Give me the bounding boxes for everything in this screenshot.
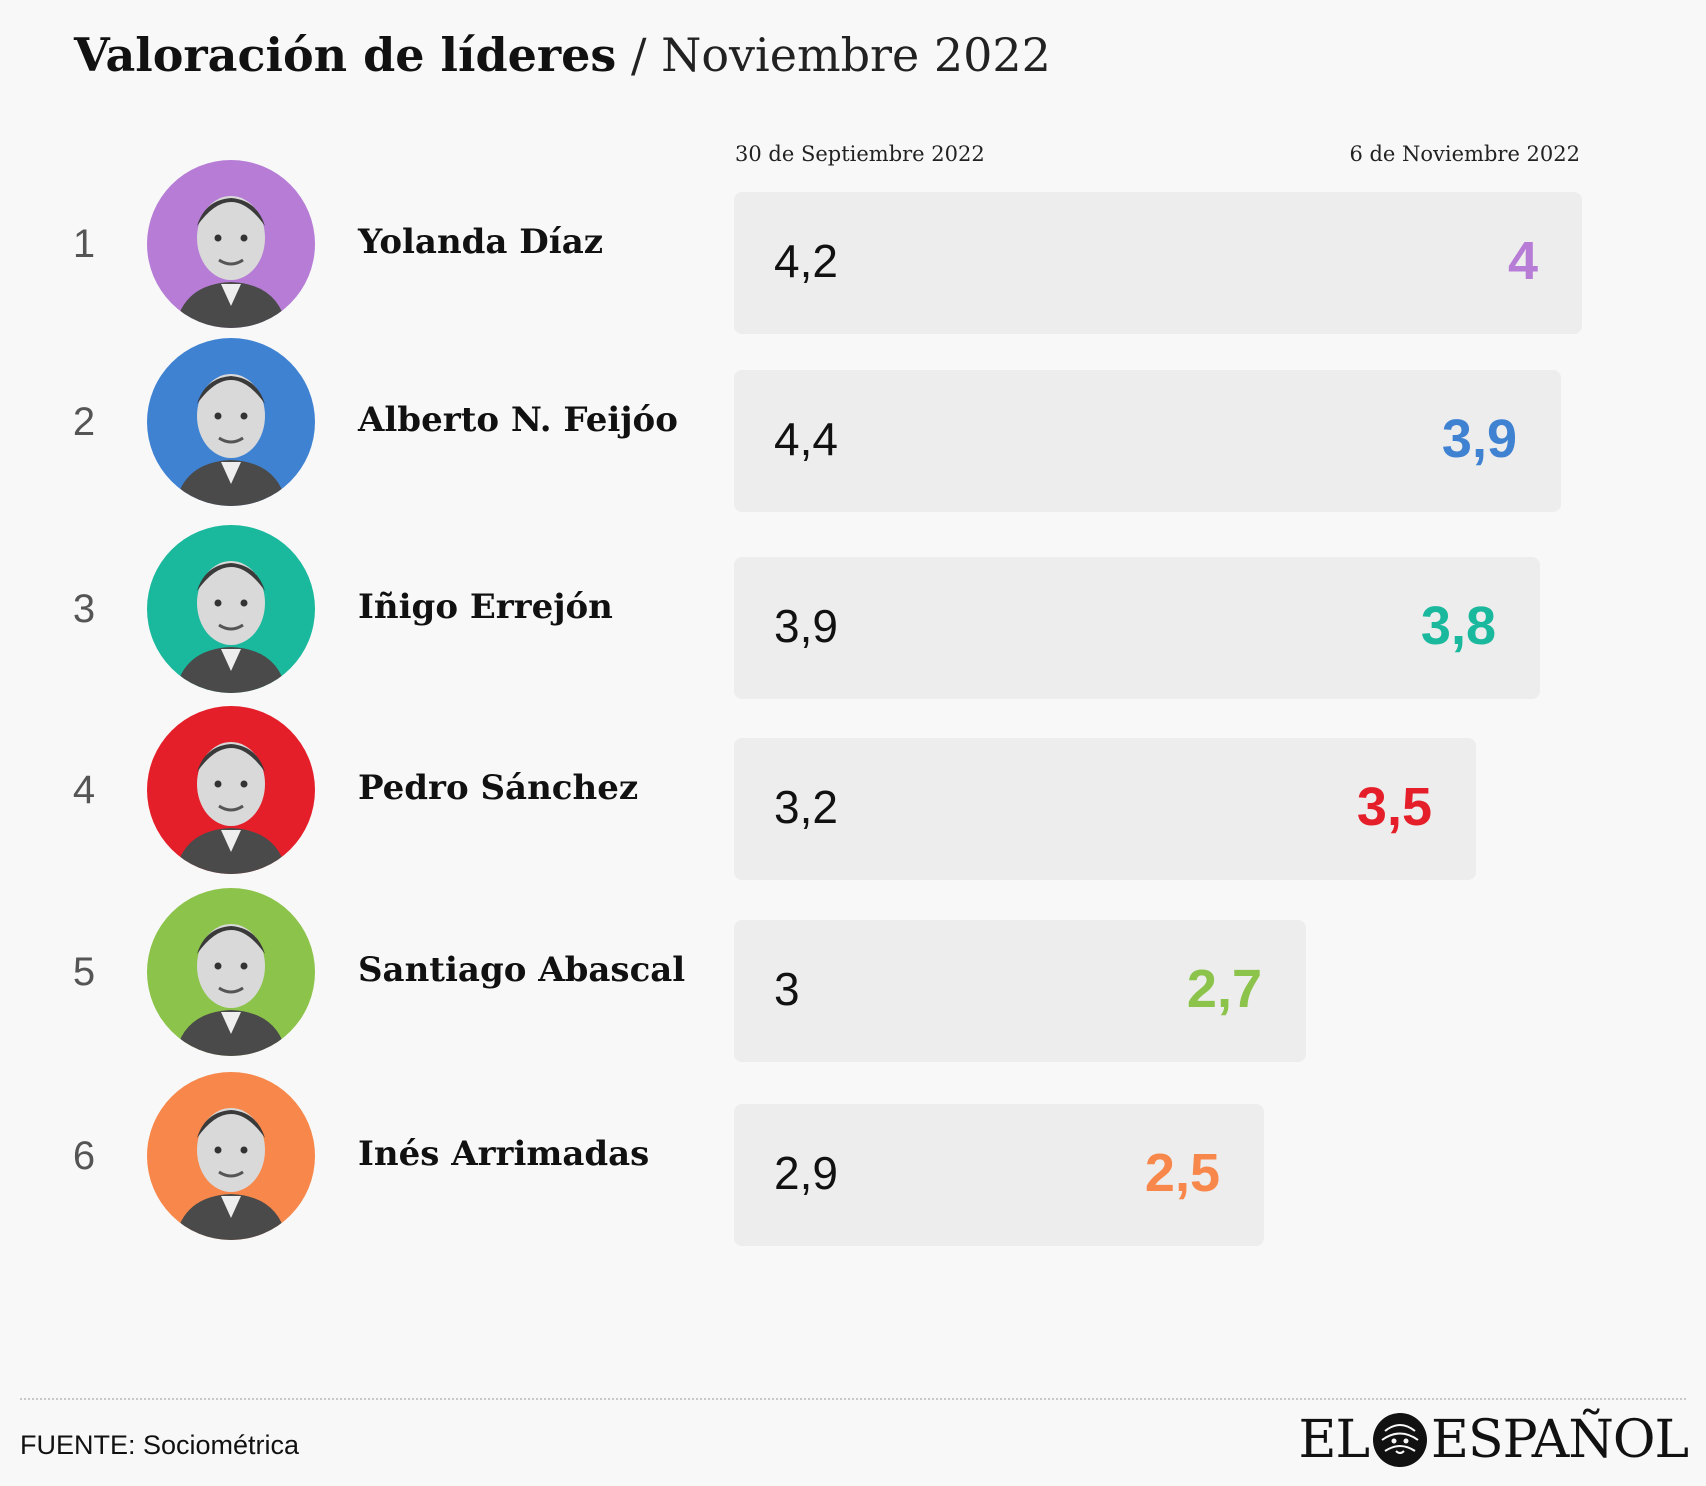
title-subtitle: Noviembre 2022 <box>661 28 1051 82</box>
rank-number: 5 <box>72 950 96 994</box>
rating-bar: 3,2 3,5 <box>734 738 1476 880</box>
november-value: 4 <box>1507 231 1538 291</box>
leader-row: 1 Yolanda Díaz 4,2 4 <box>0 160 1706 334</box>
leader-name: Iñigo Errejón <box>358 587 613 627</box>
source-note: FUENTE: Sociométrica <box>20 1430 300 1460</box>
november-value: 3,5 <box>1356 777 1432 837</box>
pedro-sanchez-portrait <box>147 706 315 874</box>
leader-name: Inés Arrimadas <box>358 1134 650 1174</box>
november-value: 3,9 <box>1441 409 1517 469</box>
el-espanol-logo: EL ESPAÑOL <box>1298 1408 1689 1472</box>
lion-head-icon <box>1371 1411 1429 1469</box>
rank-number: 3 <box>72 587 96 631</box>
rank-number: 2 <box>72 400 96 444</box>
santiago-abascal-portrait <box>147 888 315 1056</box>
leader-row: 5 Santiago Abascal 3 2,7 <box>0 888 1706 1062</box>
september-value: 3,2 <box>774 781 838 833</box>
leader-row: 6 Inés Arrimadas 2,9 2,5 <box>0 1072 1706 1246</box>
title-separator: / <box>630 28 647 82</box>
rating-bar: 4,4 3,9 <box>734 370 1561 512</box>
footer-divider <box>20 1398 1686 1400</box>
rank-number: 6 <box>72 1134 96 1178</box>
column-header-september: 30 de Septiembre 2022 <box>735 142 985 166</box>
alberto-feijoo-portrait <box>147 338 315 506</box>
rating-bar: 3,9 3,8 <box>734 557 1540 699</box>
yolanda-diaz-portrait <box>147 160 315 328</box>
ines-arrimadas-portrait <box>147 1072 315 1240</box>
september-value: 2,9 <box>774 1147 838 1199</box>
november-value: 2,5 <box>1144 1143 1220 1203</box>
logo-text-left: EL <box>1298 1410 1369 1470</box>
leader-row: 2 Alberto N. Feijóo 4,4 3,9 <box>0 338 1706 512</box>
november-value: 3,8 <box>1420 596 1496 656</box>
leader-name: Yolanda Díaz <box>358 222 604 262</box>
september-value: 3,9 <box>774 600 838 652</box>
rank-number: 4 <box>72 768 96 812</box>
inigo-errejon-portrait <box>147 525 315 693</box>
november-value: 2,7 <box>1186 959 1262 1019</box>
title-main: Valoración de líderes <box>74 28 617 82</box>
rating-bar: 4,2 4 <box>734 192 1582 334</box>
september-value: 3 <box>774 963 800 1015</box>
logo-text-right: ESPAÑOL <box>1430 1410 1689 1470</box>
chart-title: Valoración de líderes / Noviembre 2022 <box>74 28 1051 82</box>
column-header-november: 6 de Noviembre 2022 <box>1349 142 1580 166</box>
leader-row: 4 Pedro Sánchez 3,2 3,5 <box>0 706 1706 880</box>
leader-name: Alberto N. Feijóo <box>358 400 678 440</box>
rating-bar: 2,9 2,5 <box>734 1104 1264 1246</box>
september-value: 4,4 <box>774 413 838 465</box>
september-value: 4,2 <box>774 235 838 287</box>
leader-name: Pedro Sánchez <box>358 768 639 808</box>
leader-name: Santiago Abascal <box>358 950 686 990</box>
rating-bar: 3 2,7 <box>734 920 1306 1062</box>
leader-row: 3 Iñigo Errejón 3,9 3,8 <box>0 525 1706 699</box>
rank-number: 1 <box>72 222 96 266</box>
